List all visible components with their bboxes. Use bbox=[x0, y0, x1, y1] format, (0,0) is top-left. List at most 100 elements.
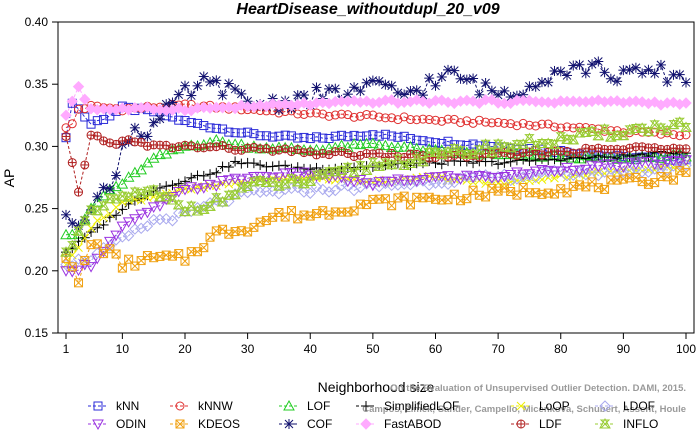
data-point bbox=[386, 80, 397, 91]
data-point bbox=[592, 161, 605, 173]
data-point bbox=[586, 163, 598, 175]
data-point bbox=[417, 174, 429, 186]
data-point bbox=[674, 158, 686, 170]
data-point bbox=[304, 175, 317, 186]
data-point bbox=[385, 179, 398, 192]
data-point bbox=[74, 187, 84, 197]
data-point bbox=[517, 169, 530, 181]
data-point bbox=[292, 162, 303, 173]
data-point bbox=[573, 165, 586, 177]
data-point bbox=[624, 151, 635, 162]
data-point bbox=[103, 192, 116, 204]
data-point bbox=[92, 216, 102, 225]
data-point bbox=[186, 172, 197, 183]
data-point bbox=[129, 214, 141, 225]
legend-item: COF bbox=[279, 417, 332, 431]
data-point bbox=[360, 137, 373, 149]
data-point bbox=[161, 99, 172, 110]
data-point bbox=[280, 212, 290, 222]
data-point bbox=[286, 206, 296, 216]
x-tick-label: 60 bbox=[429, 342, 443, 356]
legend-marker bbox=[599, 400, 611, 412]
data-point bbox=[680, 159, 692, 172]
data-point bbox=[243, 127, 253, 137]
data-point bbox=[285, 167, 298, 179]
data-point bbox=[536, 137, 548, 148]
data-point bbox=[424, 73, 435, 84]
data-point bbox=[443, 114, 453, 124]
data-point bbox=[261, 131, 271, 141]
data-point bbox=[543, 77, 554, 88]
data-point bbox=[217, 90, 228, 101]
data-point bbox=[393, 132, 403, 142]
legend-marker bbox=[175, 401, 185, 411]
data-point bbox=[235, 175, 248, 187]
data-point bbox=[304, 170, 317, 181]
data-point bbox=[467, 172, 479, 183]
legend-item: ODIN bbox=[88, 417, 146, 431]
data-point bbox=[260, 176, 273, 187]
data-point bbox=[623, 165, 636, 177]
data-point bbox=[512, 121, 522, 131]
data-point bbox=[147, 152, 160, 163]
data-point bbox=[111, 249, 121, 259]
data-point bbox=[218, 124, 228, 134]
data-point bbox=[643, 64, 654, 75]
data-point bbox=[523, 169, 536, 180]
data-point bbox=[612, 76, 623, 87]
data-point bbox=[74, 243, 83, 253]
data-point bbox=[110, 230, 122, 242]
data-point bbox=[122, 217, 135, 228]
data-point bbox=[411, 85, 422, 96]
plot-frame bbox=[57, 21, 695, 334]
data-point bbox=[337, 109, 347, 119]
data-point bbox=[273, 188, 285, 200]
x-tick-label: 80 bbox=[554, 342, 568, 356]
legend-marker bbox=[360, 418, 372, 430]
data-point bbox=[554, 166, 567, 177]
data-point bbox=[462, 194, 472, 204]
data-point bbox=[310, 169, 323, 180]
data-point bbox=[223, 162, 234, 173]
data-point bbox=[474, 115, 484, 125]
legend-item: SimplifiedLOF bbox=[356, 399, 459, 413]
x-tick-label: 1 bbox=[63, 342, 70, 356]
legend-item: INFLO bbox=[595, 417, 658, 431]
data-point bbox=[498, 172, 511, 183]
legend-item: kNNW bbox=[170, 399, 233, 413]
data-point bbox=[86, 223, 96, 233]
data-point bbox=[261, 144, 271, 154]
data-point bbox=[448, 142, 461, 154]
data-point bbox=[330, 110, 340, 120]
data-point bbox=[147, 183, 160, 195]
data-point bbox=[279, 168, 292, 179]
data-point bbox=[549, 154, 560, 165]
data-point bbox=[511, 173, 523, 185]
data-point bbox=[493, 89, 504, 100]
data-point bbox=[78, 214, 91, 226]
data-point bbox=[442, 178, 454, 190]
legend-item: KDEOS bbox=[170, 417, 240, 431]
data-point bbox=[680, 155, 692, 166]
data-point bbox=[249, 129, 259, 139]
data-point bbox=[523, 132, 536, 144]
data-point bbox=[66, 239, 79, 251]
data-point bbox=[111, 170, 122, 181]
data-point bbox=[429, 146, 442, 157]
data-point bbox=[600, 184, 610, 194]
data-point bbox=[673, 157, 686, 168]
data-point bbox=[354, 159, 367, 171]
data-point bbox=[518, 118, 528, 128]
data-point bbox=[104, 184, 115, 195]
data-point bbox=[468, 73, 479, 84]
data-point bbox=[222, 189, 235, 200]
data-point bbox=[392, 141, 404, 152]
legend-label: INFLO bbox=[623, 417, 658, 431]
data-point bbox=[248, 184, 260, 196]
data-point bbox=[199, 243, 209, 253]
data-point bbox=[617, 129, 630, 141]
legend-label: LOF bbox=[307, 399, 330, 413]
data-point bbox=[298, 186, 310, 198]
